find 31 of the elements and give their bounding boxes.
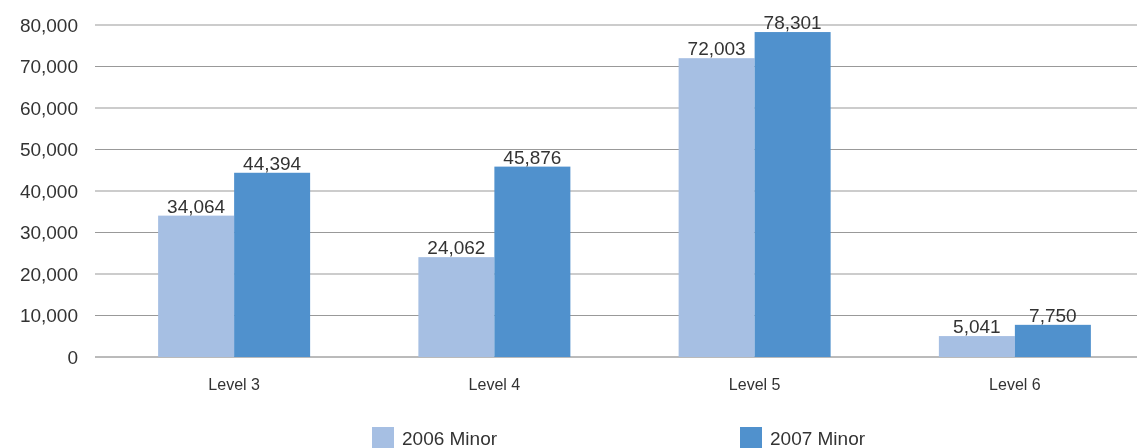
data-label: 24,062 (427, 237, 486, 259)
legend-label: 2007 Minor (770, 427, 866, 448)
y-tick-label: 0 (67, 346, 78, 368)
y-tick-label: 10,000 (19, 305, 78, 327)
data-label: 45,876 (503, 146, 562, 168)
bar (754, 32, 831, 357)
data-label: 72,003 (687, 38, 746, 60)
y-tick-label: 50,000 (19, 139, 78, 161)
data-label: 5,041 (953, 316, 1001, 338)
y-tick-label: 70,000 (19, 56, 78, 78)
y-tick-label: 20,000 (19, 263, 78, 285)
data-label: 7,750 (1029, 304, 1077, 326)
x-tick-label: Level 4 (468, 376, 521, 393)
y-tick-label: 80,000 (19, 14, 78, 36)
legend-label: 2006 Minor (402, 427, 498, 448)
data-label: 78,301 (763, 12, 822, 34)
bar (158, 215, 235, 357)
bar (1014, 324, 1091, 357)
x-tick-label: Level 3 (208, 376, 261, 393)
y-tick-label: 40,000 (19, 180, 78, 202)
bar (234, 172, 311, 357)
bar (678, 58, 755, 357)
x-tick-label: Level 6 (989, 376, 1041, 393)
data-label: 44,394 (243, 152, 302, 174)
bar (494, 166, 571, 357)
data-label: 34,064 (167, 195, 226, 217)
y-tick-label: 30,000 (19, 222, 78, 244)
x-tick-label: Level 5 (728, 376, 781, 393)
bar (418, 257, 495, 357)
bar (938, 336, 1015, 357)
y-tick-label: 60,000 (19, 97, 78, 119)
